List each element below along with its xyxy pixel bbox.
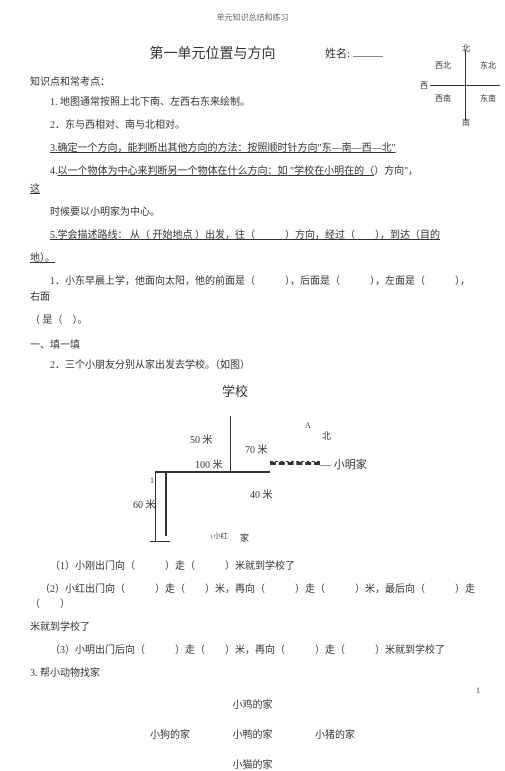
school-label: 学校 bbox=[222, 381, 248, 400]
question-1-line2: （ 是（ ）。 bbox=[30, 313, 475, 329]
animal-section: 小鸡的家 小狗的家 小鸭的家 小猪的家 小猫的家 bbox=[30, 696, 475, 771]
page-number: 1 bbox=[476, 686, 480, 695]
compass-ne: 东北 bbox=[480, 60, 496, 71]
point-4-this-text: 这 bbox=[30, 184, 40, 195]
point-4-line2: 时候要以小明家为中心。 bbox=[30, 205, 475, 221]
h-bot bbox=[150, 541, 170, 542]
q2-3: （3）小明出门后向（ ）走（ ）米，再向（ ）走（ ）米就到学校了 bbox=[30, 643, 475, 658]
xiaoming-label: — 小明家 bbox=[320, 456, 367, 472]
compass-sw: 西南 bbox=[435, 93, 451, 104]
duck-home: 小鸭的家 bbox=[233, 726, 273, 741]
home-label: 家 bbox=[240, 531, 249, 544]
title-row: 第一单元位置与方向 姓名: bbox=[30, 43, 475, 63]
m100-label: 100 米 bbox=[195, 456, 223, 471]
point-3: 3.确定一个方向，能判断出其他方向的方法：按照顺时针方向"东—南—西—北" bbox=[30, 141, 475, 157]
animal-row-3: 小猫的家 bbox=[30, 756, 475, 771]
point-5-line2: 地）。 bbox=[30, 251, 475, 267]
v-line-1 bbox=[155, 471, 156, 541]
m60-label: 60 米 bbox=[133, 496, 156, 511]
q2-1: （1）小刚出门向（ ）走（ ）米就到学校了 bbox=[30, 559, 475, 574]
name-label: 姓名: bbox=[325, 45, 383, 61]
knowledge-label: 知识点和常考点： bbox=[30, 73, 475, 88]
h-line-1 bbox=[155, 471, 270, 473]
point-4: 4.以一个物体为中心来判断另一个物体在什么方向：如 "学校在小明在的（）方向"， bbox=[30, 164, 475, 180]
pig-home: 小猪的家 bbox=[315, 726, 355, 741]
header-subtitle: 单元知识总结和练习 bbox=[30, 12, 475, 23]
cat-home: 小猫的家 bbox=[233, 756, 273, 771]
chicken-home: 小鸡的家 bbox=[233, 696, 273, 711]
school-text: 学校 bbox=[222, 384, 248, 399]
dog-home: 小狗的家 bbox=[150, 726, 190, 741]
question-2: 2．三个小朋友分别从家出发去学校。（如图） bbox=[30, 358, 475, 374]
a-label: A bbox=[305, 421, 311, 430]
north-label: 北 bbox=[322, 429, 331, 442]
v-school bbox=[230, 416, 231, 471]
name-underline bbox=[353, 56, 383, 57]
q2-2b: 米就到学校了 bbox=[30, 620, 475, 635]
m50-label: 50 米 bbox=[190, 431, 213, 446]
diagram: 学校 50 米 70 米 100 米 40 米 60 米 — 小明家 A 北 家… bbox=[90, 381, 410, 551]
point-4-text: 以一个物体为中心来判断另一个物体在什么方向：如 "学校在小明在的（ bbox=[58, 166, 375, 177]
point-2: 2．东与西相对、南与北相对。 bbox=[30, 118, 475, 134]
point-1: 1. 地图通常按照上北下南、左西右东来绘制。 bbox=[30, 95, 475, 111]
point-5: 5.学会描述路线： 从（ 开始地点 ）出发，往（ ）方向，经过（ ），到达（目的 bbox=[30, 228, 475, 244]
one-label: 1 bbox=[150, 476, 154, 485]
animal-row-2: 小狗的家 小鸭的家 小猪的家 bbox=[30, 726, 475, 741]
compass-v-line bbox=[465, 50, 466, 120]
compass-s: 南 bbox=[462, 117, 470, 128]
compass-n: 北 bbox=[462, 43, 470, 54]
point-4-this: 这 bbox=[30, 182, 475, 198]
xiaohong-label: ↓小红 bbox=[210, 531, 228, 541]
compass-nw: 西北 bbox=[435, 60, 451, 71]
name-text: 姓名: bbox=[325, 48, 350, 60]
main-title: 第一单元位置与方向 bbox=[150, 43, 276, 63]
h-dash-1 bbox=[270, 461, 320, 465]
compass-diagram: 北 南 西 东北 西北 东南 西南 bbox=[430, 45, 505, 125]
question-1: 1．小东早晨上学，他面向太阳，他的前面是（ ），后面是（ ），左面是（ ），右面 bbox=[30, 274, 475, 306]
q3: 3. 帮小动物找家 bbox=[30, 666, 475, 681]
m40-label: 40 米 bbox=[250, 486, 273, 501]
compass-se: 东南 bbox=[480, 93, 496, 104]
point-4-pre: 4. bbox=[50, 166, 58, 177]
m70-label: 70 米 bbox=[245, 441, 268, 456]
v-line-2 bbox=[165, 471, 167, 536]
point-4-end: ）方向"， bbox=[374, 166, 418, 177]
compass-w: 西 bbox=[420, 80, 428, 91]
animal-row-1: 小鸡的家 bbox=[30, 696, 475, 711]
section-1-label: 一、填一填 bbox=[30, 336, 475, 351]
q2-2: （2）小红出门向（ ）走（ ）米，再向（ ）走（ ）米，最后向（ ）走（ ） bbox=[30, 582, 475, 612]
